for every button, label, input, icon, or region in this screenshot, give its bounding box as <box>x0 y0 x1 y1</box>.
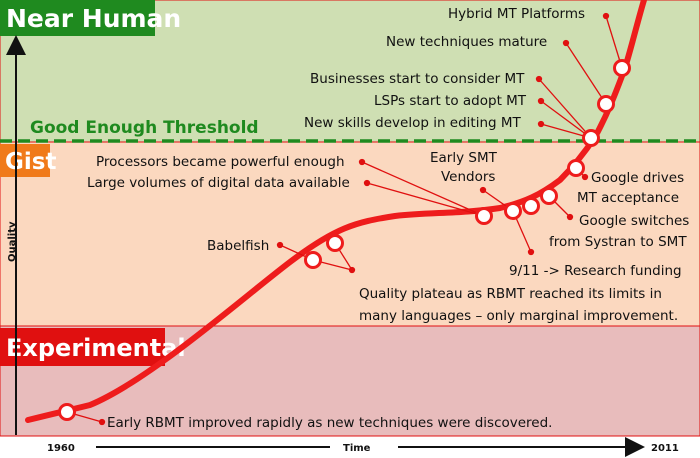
note-businesses: Businesses start to consider MT <box>310 71 525 87</box>
note-early-smt-line2: Vendors <box>441 169 495 185</box>
gist-label-box <box>0 144 50 177</box>
note-google-drives-line1: Google drives <box>591 170 684 186</box>
note-large-volumes: Large volumes of digital data available <box>87 175 350 191</box>
milestone-early-smt <box>475 207 493 225</box>
milestone-early-rbmt <box>58 403 76 421</box>
x-axis-label: Time <box>343 443 371 454</box>
note-processors: Processors became powerful enough <box>96 154 345 170</box>
note-plateau-line2: many languages – only marginal improveme… <box>359 308 678 324</box>
note-hybrid: Hybrid MT Platforms <box>448 6 585 22</box>
experimental-label: Experimental <box>6 334 186 362</box>
milestone-threshold <box>582 129 600 147</box>
connector-lines <box>66 12 623 426</box>
note-babelfish: Babelfish <box>207 238 269 254</box>
note-skills: New skills develop in editing MT <box>304 115 522 131</box>
y-axis-label: Quality <box>7 221 18 262</box>
note-early-smt-line1: Early SMT <box>430 150 498 166</box>
milestone-google-drives <box>567 159 585 177</box>
note-nine-eleven: 9/11 -> Research funding <box>509 263 682 279</box>
note-lsps: LSPs start to adopt MT <box>374 93 527 109</box>
note-plateau-line1: Quality plateau as RBMT reached its limi… <box>359 286 662 302</box>
milestone-babelfish <box>304 251 322 269</box>
x-axis-start: 1960 <box>47 443 75 454</box>
milestone-google-switch-b <box>540 187 558 205</box>
note-mature: New techniques mature <box>386 34 547 50</box>
milestone-hybrid <box>613 59 631 77</box>
threshold-label: Good Enough Threshold <box>30 118 259 138</box>
near-human-label: Near Human <box>6 4 181 33</box>
experimental-label-box <box>0 328 165 366</box>
x-axis-end: 2011 <box>651 443 679 454</box>
gist-label: Gist <box>5 149 56 175</box>
note-early-rbmt: Early RBMT improved rapidly as new techn… <box>107 415 552 431</box>
note-google-switches-line2: from Systran to SMT <box>549 234 687 250</box>
milestone-google-switch-a <box>522 197 540 215</box>
milestone-nine-eleven <box>504 202 522 220</box>
milestone-new-techniques <box>597 95 615 113</box>
note-google-drives-line2: MT acceptance <box>577 190 679 206</box>
near-human-label-box <box>0 0 155 36</box>
milestone-plateau <box>326 234 344 252</box>
note-google-switches-line1: Google switches <box>579 213 689 229</box>
milestone-markers <box>58 59 631 421</box>
